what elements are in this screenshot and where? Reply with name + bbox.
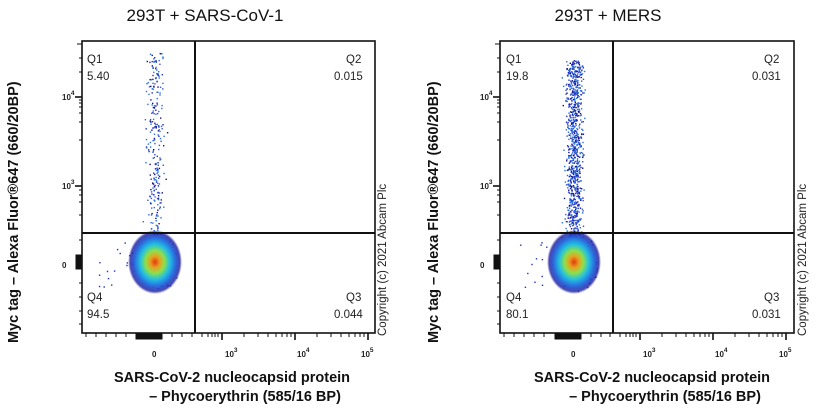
x-tick-1e5: 105 [779, 347, 792, 359]
x-axis-ticks [503, 332, 787, 340]
x-axis-label-line2: – Phycoerythrin (585/16 BP) [149, 389, 341, 405]
y-axis-ticks [75, 43, 83, 325]
plot-frame [499, 40, 795, 334]
q2-label: Q2 [764, 54, 779, 66]
scatter-plot: 104 103 0 0 103 104 105 Q1 19.8 Q2 0.031… [480, 40, 795, 359]
x-axis-label-line2: – Phycoerythrin (585/16 BP) [569, 389, 761, 405]
y-axis-ticks [493, 43, 501, 325]
q2-value: 0.031 [752, 71, 781, 83]
plot-frame [81, 40, 376, 334]
copyright-notice: Copyright (c) 2021 Abcam Plc [797, 183, 809, 336]
q3-value: 0.031 [752, 309, 781, 321]
x-tick-0: 0 [571, 350, 576, 359]
q2-label: Q2 [346, 54, 361, 66]
q4-label: Q4 [506, 292, 522, 304]
y-tick-0: 0 [480, 261, 485, 270]
q4-value: 94.5 [87, 309, 109, 321]
q2-value: 0.015 [334, 71, 363, 83]
x-tick-0: 0 [152, 350, 157, 359]
x-axis-label: SARS-CoV-2 nucleocapsid protein – Phycoe… [82, 369, 382, 407]
y-tick-1e4: 104 [480, 90, 493, 102]
q4-label: Q4 [87, 292, 103, 304]
q1-label: Q1 [506, 54, 521, 66]
density-core [547, 230, 601, 294]
q1-value: 19.8 [506, 71, 528, 83]
scatter-plot: 104 103 0 0 103 104 105 Q1 5.40 Q2 [62, 40, 376, 359]
density-core [128, 230, 182, 294]
q1-label: Q1 [87, 54, 102, 66]
plot-title: 293T + MERS [554, 6, 662, 25]
x-axis-ticks [85, 332, 369, 340]
q1-value: 5.40 [87, 71, 109, 83]
q4-value: 80.1 [506, 309, 528, 321]
x-tick-1e5: 105 [361, 347, 374, 359]
x-axis-label-line1: SARS-CoV-2 nucleocapsid protein [113, 370, 351, 386]
x-tick-1e3: 103 [225, 347, 238, 359]
x-tick-1e4: 104 [715, 347, 728, 359]
y-tick-0: 0 [62, 261, 67, 270]
y-tick-1e3: 103 [480, 179, 493, 191]
q3-label: Q3 [346, 292, 361, 304]
x-tick-1e4: 104 [297, 347, 310, 359]
plot-title: 293T + SARS-CoV-1 [126, 6, 284, 25]
q3-label: Q3 [764, 292, 779, 304]
plot-panel-mers: 293T + MERS Myc tag – Alexa Fluor®647 (6… [410, 0, 820, 410]
y-tick-1e4: 104 [62, 90, 75, 102]
plot-panel-sars-cov-1: 293T + SARS-CoV-1 Myc tag – Alexa Fluor®… [6, 6, 389, 407]
x-axis-label: SARS-CoV-2 nucleocapsid protein – Phycoe… [502, 369, 802, 407]
x-tick-1e3: 103 [643, 347, 656, 359]
y-tick-1e3: 103 [62, 179, 75, 191]
copyright-notice: Copyright (c) 2021 Abcam Plc [377, 183, 389, 336]
x-axis-label-line1: SARS-CoV-2 nucleocapsid protein [533, 370, 771, 386]
q3-value: 0.044 [334, 309, 363, 321]
